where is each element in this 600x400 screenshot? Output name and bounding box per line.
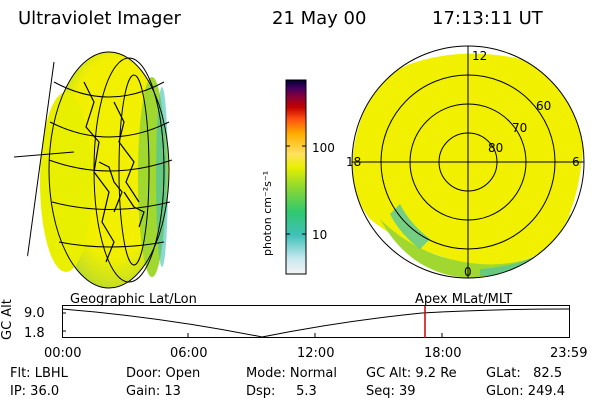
time-tick-0000: 00:00 [44,346,82,361]
lat-label-80: 80 [488,141,503,155]
geographic-image [14,42,214,298]
status-mode: Mode: Normal [246,366,337,381]
colorbar-tick-10: 10 [312,228,328,242]
status-door: Door: Open [126,366,201,381]
status-gc-alt: GC Alt: 9.2 Re [366,366,457,381]
time-tick-1800: 18:00 [424,346,462,361]
lat-label-60: 60 [536,99,551,113]
colorbar: photon cm⁻²s⁻¹ [261,79,307,275]
mlt-label-0: 0 [464,265,472,279]
instrument-title: Ultraviolet Imager [18,8,181,29]
orbit-altitude-plot [62,305,570,338]
time-label: 17:13:11 UT [432,8,543,29]
polar-plot: 12 18 6 0 60 70 80 [346,45,585,279]
date-label: 21 May 00 [272,8,367,29]
mlt-label-6: 6 [572,155,580,169]
mlt-label-12: 12 [472,49,487,63]
colorbar-tick-100: 100 [312,141,335,155]
status-seq: Seq: 39 [366,384,416,399]
status-flt: Flt: LBHL [10,366,68,381]
y-tick-top: 9.0 [24,306,45,321]
apex-coords-label: Apex MLat/MLT [415,292,513,307]
gc-alt-axis-label: GC Alt [0,299,15,340]
time-tick-2359: 23:59 [550,346,588,361]
status-gain: Gain: 13 [126,384,181,399]
status-ip: IP: 36.0 [10,384,60,399]
status-glat: GLat: 82.5 [486,366,563,381]
status-glon: GLon: 249.4 [486,384,566,399]
time-tick-1200: 12:00 [297,346,335,361]
y-tick-bottom: 1.8 [24,326,45,341]
colorbar-unit-label: photon cm⁻²s⁻¹ [261,171,274,256]
mlt-label-18: 18 [346,155,361,169]
lat-label-70: 70 [512,121,527,135]
status-dsp: Dsp: 5.3 [246,384,317,399]
time-tick-0600: 06:00 [170,346,208,361]
geo-coords-label: Geographic Lat/Lon [70,292,197,307]
